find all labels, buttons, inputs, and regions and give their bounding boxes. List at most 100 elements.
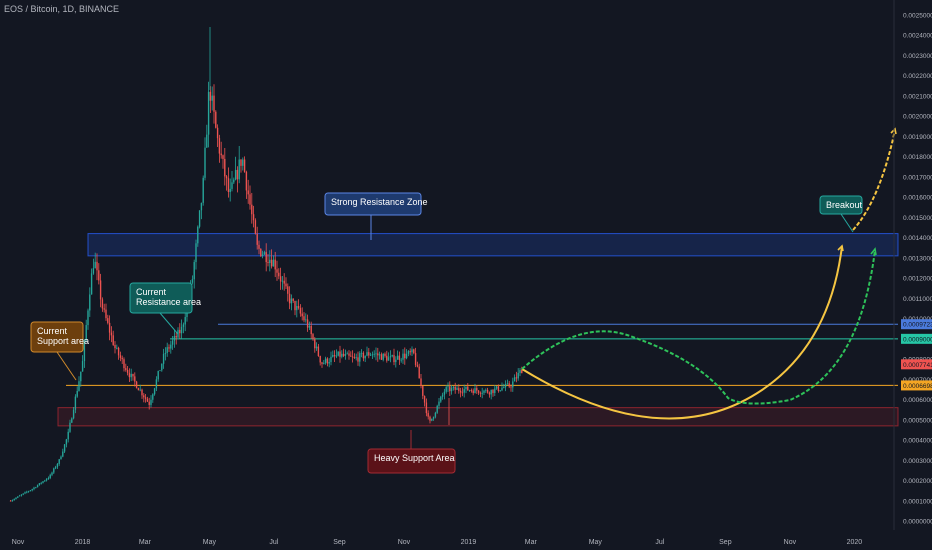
candle-body	[440, 396, 442, 402]
annotation-layer: Strong Resistance Zone Heavy Support Area…	[30, 192, 863, 474]
candle-body	[166, 347, 168, 353]
candle-body	[335, 355, 338, 357]
candle-body	[384, 353, 386, 356]
candle-body	[308, 325, 311, 328]
candle-body	[459, 390, 462, 393]
candle-body	[135, 381, 138, 389]
candle-body	[357, 357, 359, 362]
candle-body	[195, 243, 197, 263]
candle-body	[319, 356, 321, 363]
candle-body	[297, 306, 300, 308]
candle-body	[404, 353, 406, 359]
y-tick-label: 0.0006000	[903, 397, 932, 404]
candle-body	[54, 467, 57, 469]
candle-body	[350, 355, 352, 357]
candle-body	[224, 158, 226, 177]
projection-curve-green	[521, 249, 876, 405]
current-support-callout-pointer	[56, 351, 77, 381]
candle-body	[17, 496, 19, 498]
candle-body	[204, 147, 206, 178]
candle-body	[193, 262, 195, 280]
candle-body	[380, 354, 383, 360]
y-tick-label: 0.0005000	[903, 417, 932, 424]
candle-body	[515, 377, 518, 379]
candle-body	[238, 159, 240, 180]
candle-body	[416, 364, 419, 367]
x-tick-label: Nov	[12, 539, 25, 546]
candle-body	[326, 358, 329, 364]
candle-body	[35, 487, 37, 489]
candle-body	[67, 431, 69, 440]
y-tick-label: 0.0001000	[903, 498, 932, 505]
candle-body	[110, 332, 113, 336]
candle-body	[123, 359, 125, 369]
candle-body	[288, 293, 291, 304]
resistance-zone-callout: Strong Resistance Zone	[324, 192, 428, 240]
price-tag-label: 0.00077411	[903, 362, 932, 369]
candle-body	[83, 340, 86, 362]
candle-body	[341, 353, 343, 357]
candle-body	[463, 389, 465, 393]
candle-body	[386, 355, 388, 361]
candle-body	[483, 390, 485, 393]
candle-body	[168, 347, 170, 349]
candle-body	[296, 306, 298, 311]
candle-body	[519, 370, 521, 373]
candle-body	[206, 134, 208, 148]
y-tick-label: 0.0012000	[903, 276, 932, 283]
candle-body	[373, 353, 375, 355]
y-tick-label: 0.0023000	[903, 53, 932, 60]
price-tag-label: 0.00090000	[903, 336, 932, 343]
candle-body	[126, 369, 129, 373]
candle-body	[144, 397, 147, 399]
candle-body	[499, 390, 501, 392]
candle-body	[402, 353, 404, 360]
candle-body	[137, 388, 140, 391]
candle-body	[197, 226, 199, 244]
candle-body	[148, 401, 150, 405]
candle-body	[72, 409, 75, 419]
candle-body	[431, 418, 433, 421]
candle-body	[364, 355, 366, 359]
candle-body	[400, 359, 402, 361]
candle-body	[434, 412, 437, 417]
candle-body	[65, 439, 68, 445]
candle-body	[481, 392, 483, 394]
candle-body	[452, 386, 455, 389]
candle-body	[103, 308, 105, 310]
candle-body	[285, 283, 287, 287]
candle-body	[27, 491, 30, 492]
y-tick-label: 0.0018000	[903, 154, 932, 161]
candle-body	[461, 392, 464, 394]
candle-body	[429, 416, 431, 421]
candle-body	[492, 389, 494, 393]
x-tick-label: 2019	[461, 539, 477, 546]
candle-body	[378, 354, 381, 356]
candle-body	[323, 362, 325, 364]
candle-body	[87, 310, 89, 326]
projection-curves	[521, 127, 897, 420]
candle-body	[161, 363, 163, 371]
candle-body	[252, 214, 255, 221]
candle-body	[389, 356, 392, 358]
price-tag	[901, 319, 932, 330]
candle-body	[377, 353, 379, 356]
candle-body	[281, 280, 284, 282]
candle-body	[290, 298, 293, 304]
y-tick-label: 0.0019000	[903, 134, 932, 141]
candle-body	[355, 357, 357, 359]
y-tick-label: 0.0015000	[903, 215, 932, 222]
candle-body	[470, 390, 473, 391]
current-resistance-callout-text: Resistance area	[136, 297, 201, 307]
candle-body	[92, 268, 95, 274]
candle-body	[49, 474, 51, 479]
candle-body	[22, 493, 24, 495]
candle-body	[420, 378, 422, 386]
current-resistance-callout-text: Current	[136, 287, 167, 297]
breakout-callout: Breakout	[819, 195, 863, 233]
candle-body	[445, 387, 447, 392]
x-tick-label: Sep	[333, 539, 346, 546]
